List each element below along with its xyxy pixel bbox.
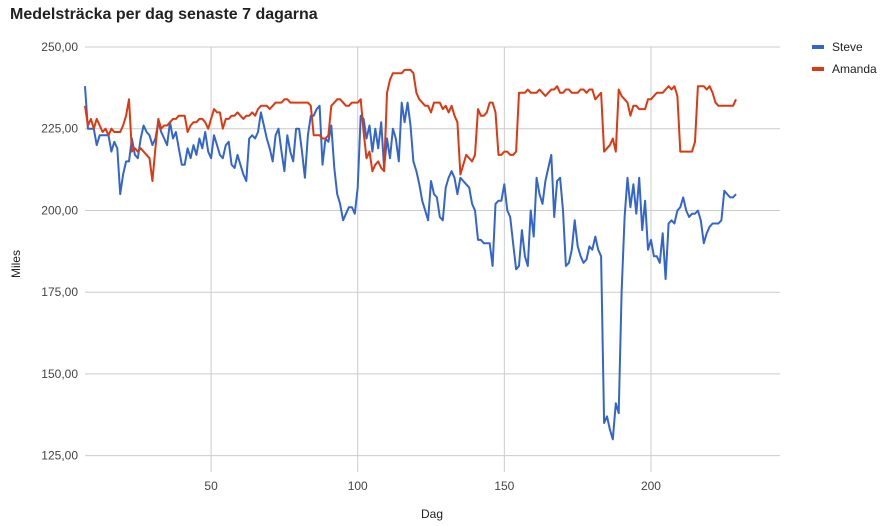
series-line-amanda <box>84 68 737 182</box>
legend-label-amanda: Amanda <box>832 62 877 76</box>
legend-swatch-steve <box>812 45 824 49</box>
series-lines <box>84 68 737 441</box>
y-axis-title: Miles <box>9 250 23 278</box>
y-tick-label: 175,00 <box>41 285 78 299</box>
grid-lines <box>85 46 780 472</box>
legend-label-steve: Steve <box>832 40 863 54</box>
legend: Steve Amanda <box>812 40 877 76</box>
x-axis-title: Dag <box>421 507 443 521</box>
y-tick-label: 250,00 <box>41 40 78 54</box>
x-tick-label: 50 <box>204 479 218 493</box>
y-tick-label: 150,00 <box>41 367 78 381</box>
y-tick-label: 225,00 <box>41 122 78 136</box>
legend-swatch-amanda <box>812 67 824 71</box>
y-tick-labels: 125,00 150,00 175,00 200,00 225,00 250,00 <box>41 40 78 463</box>
x-tick-label: 200 <box>641 479 661 493</box>
y-tick-label: 200,00 <box>41 203 78 217</box>
y-tick-label: 125,00 <box>41 449 78 463</box>
x-tick-label: 150 <box>494 479 514 493</box>
x-tick-labels: 50 100 150 200 <box>204 479 661 493</box>
chart-title: Medelsträcka per dag senaste 7 dagarna <box>10 6 318 23</box>
x-tick-label: 100 <box>348 479 368 493</box>
series-line-steve <box>84 86 737 441</box>
